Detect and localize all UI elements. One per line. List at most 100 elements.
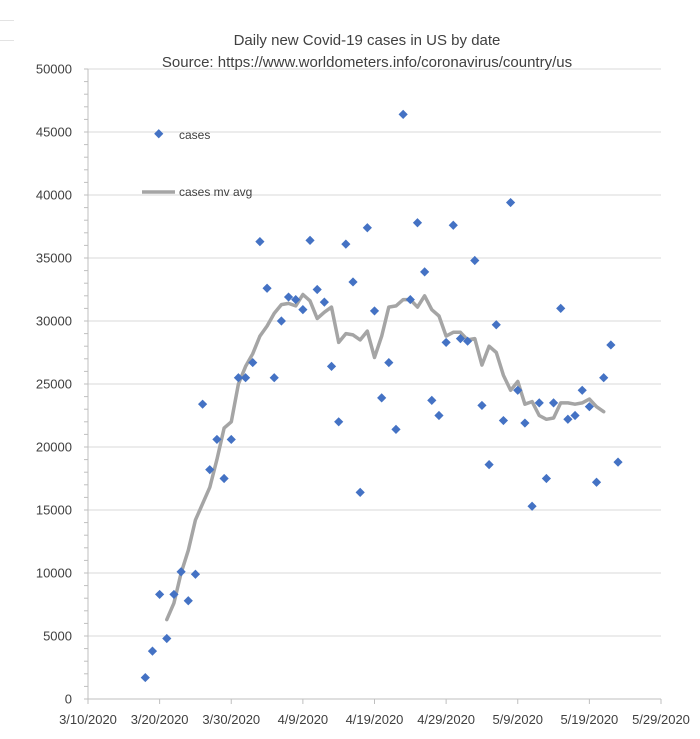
data-point-cases <box>377 393 387 403</box>
legend-marker-cases <box>154 129 164 139</box>
data-point-cases <box>212 434 222 445</box>
chart-area <box>14 0 700 739</box>
y-tick-label: 5000 <box>43 629 72 644</box>
data-point-cases <box>183 596 193 606</box>
data-point-cases <box>577 385 587 395</box>
data-point-cases <box>262 283 272 293</box>
y-tick-label: 25000 <box>36 377 72 392</box>
data-point-cases <box>427 395 437 405</box>
x-tick-label: 3/30/2020 <box>202 712 260 727</box>
data-point-cases <box>155 589 165 600</box>
data-point-cases <box>233 373 244 383</box>
x-tick-label: 5/29/2020 <box>632 712 690 727</box>
data-point-cases <box>355 487 365 497</box>
data-point-cases <box>362 223 372 233</box>
y-tick-label: 10000 <box>36 566 72 581</box>
data-point-cases <box>140 672 150 683</box>
data-point-cases <box>484 460 494 470</box>
data-point-cases <box>162 633 172 644</box>
y-tick-label: 40000 <box>36 188 72 203</box>
chart-subtitle: Source: https://www.worldometers.info/co… <box>162 54 572 71</box>
data-point-cases <box>276 316 286 326</box>
y-tick-label: 35000 <box>36 251 72 266</box>
data-point-cases <box>326 361 337 371</box>
x-axis-tick-labels: 3/10/2020 3/20/2020 3/30/2020 4/9/2020 4/19/… <box>59 712 690 727</box>
data-point-cases <box>255 237 265 247</box>
data-point-cases <box>176 567 186 577</box>
data-point-cases <box>341 239 351 249</box>
data-point-cases <box>548 398 559 408</box>
y-minor-ticks <box>84 68 88 700</box>
data-point-cases <box>534 398 544 408</box>
data-point-cases <box>169 589 179 600</box>
x-tick-label: 3/20/2020 <box>131 712 189 727</box>
data-point-cases <box>198 399 208 409</box>
legend: cases cases mv avg <box>142 128 252 199</box>
data-point-cases <box>556 303 566 313</box>
data-point-cases <box>226 434 236 445</box>
data-point-cases <box>455 334 466 344</box>
data-point-cases <box>405 294 415 305</box>
x-tick-label: 4/19/2020 <box>346 712 404 727</box>
data-point-cases <box>606 340 616 350</box>
data-point-cases <box>498 415 509 426</box>
data-point-cases <box>434 410 444 421</box>
x-tick-label: 4/9/2020 <box>278 712 329 727</box>
data-point-cases <box>398 109 408 119</box>
data-point-cases <box>240 373 251 383</box>
data-point-cases <box>248 357 258 368</box>
legend-label-cases-mv-avg: cases mv avg <box>179 185 252 199</box>
data-point-cases <box>448 220 458 230</box>
x-tick-label: 3/10/2020 <box>59 712 117 727</box>
data-point-cases <box>147 646 158 656</box>
data-point-cases <box>591 477 602 487</box>
data-point-cases <box>305 235 315 245</box>
data-point-cases <box>463 336 473 346</box>
data-point-cases <box>599 373 609 383</box>
data-point-cases <box>520 418 530 428</box>
x-axis-ticks <box>87 699 662 704</box>
data-point-cases <box>477 400 487 411</box>
y-axis-tick-labels: 0 5000 10000 15000 20000 25000 30000 35000 40000… <box>36 62 72 707</box>
x-tick-label: 5/9/2020 <box>492 712 543 727</box>
y-tick-label: 20000 <box>36 440 72 455</box>
data-point-cases <box>412 218 423 228</box>
data-point-cases <box>283 292 294 302</box>
y-tick-label: 30000 <box>36 314 72 329</box>
y-tick-label: 45000 <box>36 125 72 140</box>
data-point-cases <box>563 414 573 424</box>
y-tick-label: 15000 <box>36 503 72 518</box>
data-point-cases <box>441 337 451 348</box>
data-point-cases <box>312 284 322 295</box>
data-point-cases <box>269 373 279 383</box>
data-point-cases <box>570 410 580 421</box>
legend-label-cases: cases <box>179 128 210 142</box>
chart-title: Daily new Covid-19 cases in US by date <box>234 32 501 49</box>
data-point-cases <box>541 473 551 484</box>
data-point-cases <box>584 402 594 412</box>
data-point-cases <box>391 424 401 434</box>
data-point-cases <box>420 267 430 277</box>
data-point-cases <box>513 385 523 395</box>
data-point-cases <box>613 457 623 467</box>
data-point-cases <box>491 320 501 330</box>
data-point-cases <box>470 255 480 266</box>
data-point-cases <box>205 465 215 475</box>
horizontal-gridlines <box>88 68 661 637</box>
data-point-cases <box>291 294 301 305</box>
series-cases <box>140 109 623 683</box>
data-point-cases <box>334 417 344 427</box>
data-point-cases <box>348 277 358 287</box>
y-tick-label: 0 <box>65 692 72 707</box>
data-point-cases <box>190 569 201 579</box>
y-tick-label: 50000 <box>36 62 72 77</box>
data-point-cases <box>298 305 308 315</box>
x-tick-label: 4/29/2020 <box>417 712 475 727</box>
data-point-cases <box>369 306 380 316</box>
data-point-cases <box>319 297 329 307</box>
data-point-cases <box>219 473 229 484</box>
data-point-cases <box>384 357 394 368</box>
data-point-cases <box>527 501 537 511</box>
x-tick-label: 5/19/2020 <box>560 712 618 727</box>
